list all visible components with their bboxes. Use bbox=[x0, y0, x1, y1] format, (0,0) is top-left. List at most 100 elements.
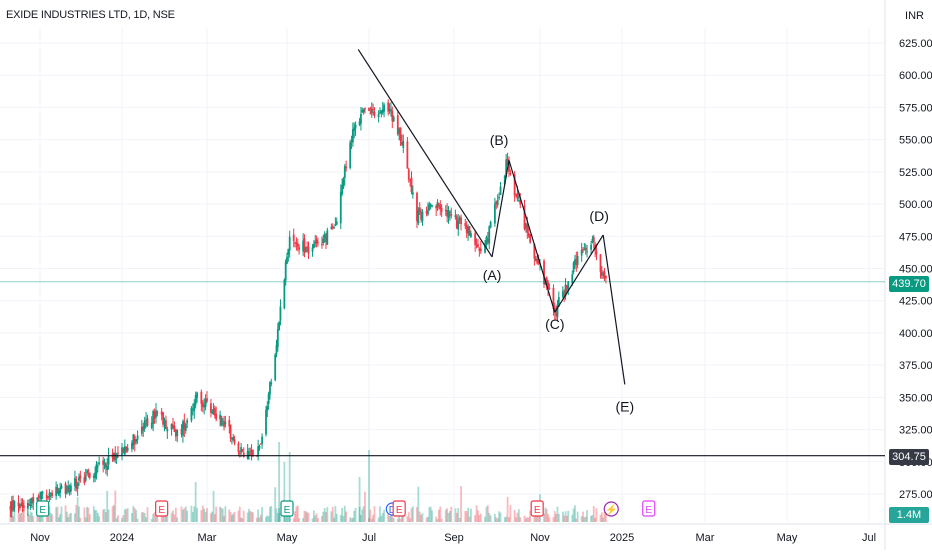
candle-body bbox=[47, 496, 49, 498]
candle-body bbox=[478, 248, 481, 251]
volume-bar bbox=[330, 511, 333, 522]
candle-body bbox=[28, 504, 31, 506]
candle-body bbox=[252, 449, 254, 457]
candle-body bbox=[506, 158, 509, 165]
volume-bar bbox=[343, 505, 346, 522]
volume-bar bbox=[213, 513, 216, 522]
candle-body bbox=[278, 321, 281, 331]
candle-body bbox=[353, 127, 356, 131]
volume-bar bbox=[206, 508, 208, 522]
candle-body bbox=[114, 453, 117, 460]
volume-bar bbox=[345, 511, 348, 522]
candle-body bbox=[362, 109, 365, 113]
candle-body bbox=[57, 490, 60, 496]
price-tick-label: 425.00 bbox=[899, 296, 932, 308]
candle-body bbox=[200, 391, 203, 404]
candle-body bbox=[333, 227, 335, 229]
volume-bar bbox=[381, 513, 384, 522]
candle-body bbox=[303, 238, 306, 253]
volume-bar bbox=[163, 511, 166, 522]
currency-label[interactable]: INR bbox=[905, 10, 924, 22]
candle-body bbox=[241, 449, 244, 451]
candle-body bbox=[194, 395, 197, 405]
volume-bar bbox=[183, 508, 186, 522]
volume-bar bbox=[307, 512, 310, 522]
volume-bar bbox=[455, 512, 458, 522]
candle-body bbox=[220, 416, 223, 426]
volume-bar bbox=[572, 508, 575, 522]
volume-bar bbox=[457, 508, 460, 522]
candle-body bbox=[190, 408, 193, 421]
volume-bar bbox=[133, 508, 136, 522]
volume-bar bbox=[270, 505, 273, 522]
volume-bar bbox=[242, 510, 245, 522]
volume-bar bbox=[12, 516, 15, 522]
volume-bar bbox=[113, 505, 115, 522]
volume-bar bbox=[298, 518, 300, 522]
volume-bar bbox=[428, 507, 431, 522]
candle-body bbox=[213, 408, 216, 416]
candle-body bbox=[240, 447, 242, 453]
price-tick-label: 550.00 bbox=[899, 135, 932, 147]
volume-bar bbox=[334, 506, 337, 522]
candle-body bbox=[580, 249, 583, 256]
time-tick-label: May bbox=[277, 532, 298, 544]
candle-body bbox=[391, 110, 394, 122]
volume-bar bbox=[267, 516, 270, 522]
time-tick-label: Jul bbox=[362, 532, 376, 544]
volume-bar bbox=[475, 505, 478, 522]
volume-bar bbox=[27, 512, 29, 522]
volume-bar bbox=[564, 511, 567, 522]
candle-body bbox=[103, 462, 106, 464]
candle-body bbox=[590, 244, 592, 250]
candle-body bbox=[567, 281, 570, 291]
volume-bar bbox=[590, 515, 592, 522]
volume-bar bbox=[429, 506, 432, 522]
candle-body bbox=[140, 426, 143, 434]
volume-bar bbox=[387, 509, 390, 522]
price-tick-label: 350.00 bbox=[899, 392, 932, 404]
candle-body bbox=[203, 405, 206, 408]
event-marker: ⚡ bbox=[603, 501, 619, 517]
volume-bar bbox=[580, 516, 583, 522]
volume-bar bbox=[246, 512, 249, 522]
wave-label: (E) bbox=[615, 399, 634, 415]
wave-label: (D) bbox=[589, 208, 608, 224]
candle-body bbox=[249, 454, 252, 456]
volume-bar bbox=[252, 512, 254, 522]
candle-body bbox=[527, 232, 530, 237]
candle-body bbox=[448, 211, 451, 214]
candle-body bbox=[98, 462, 101, 464]
candle-body bbox=[298, 247, 300, 250]
price-tick-label: 400.00 bbox=[899, 328, 932, 340]
candle-body bbox=[591, 238, 594, 243]
volume-bar bbox=[136, 518, 139, 522]
volume-bar bbox=[553, 511, 556, 522]
time-tick-label: Nov bbox=[530, 532, 550, 544]
volume-bar bbox=[47, 511, 49, 522]
volume-bar bbox=[388, 515, 391, 522]
candle-body bbox=[210, 403, 212, 413]
volume-bar bbox=[302, 518, 305, 522]
candle-body bbox=[417, 210, 420, 224]
candle-body bbox=[479, 248, 482, 252]
split-marker-icon bbox=[603, 501, 619, 517]
candle-body bbox=[258, 445, 261, 449]
candle-body bbox=[343, 166, 346, 179]
candle-body bbox=[464, 223, 467, 227]
price-tick-label: 575.00 bbox=[899, 102, 932, 114]
volume-bar bbox=[186, 510, 189, 522]
volume-bar bbox=[224, 506, 227, 522]
event-marker: E bbox=[392, 500, 406, 517]
candle-body bbox=[170, 423, 173, 430]
volume-bar bbox=[525, 518, 527, 522]
volume-bar bbox=[552, 517, 555, 522]
volume-bar bbox=[450, 506, 453, 522]
volume-bar bbox=[396, 518, 399, 522]
wave-trendline bbox=[491, 160, 510, 258]
volume-bar bbox=[103, 508, 106, 522]
candle-body bbox=[341, 185, 344, 194]
candle-body bbox=[398, 128, 401, 134]
